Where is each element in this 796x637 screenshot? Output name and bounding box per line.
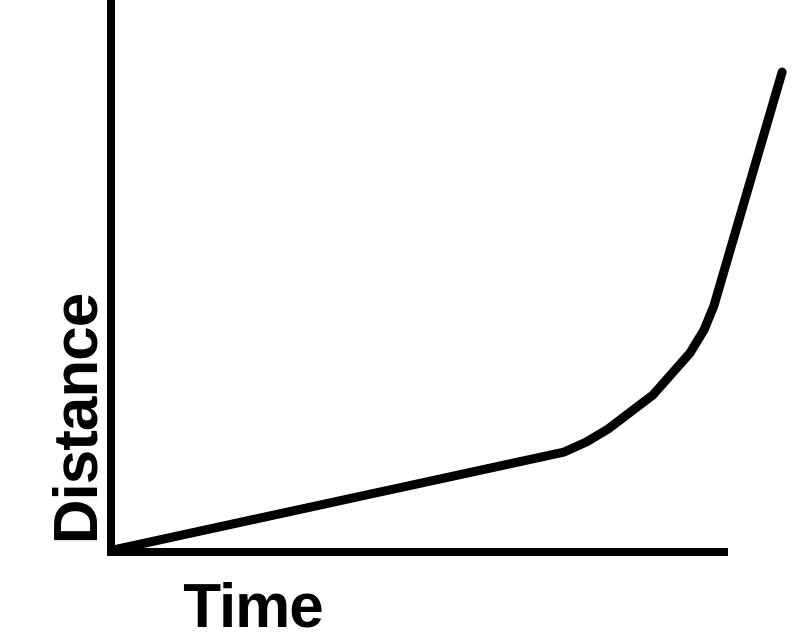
distance-curve [108, 67, 787, 555]
y-axis-label: Distance [42, 293, 111, 545]
x-axis-label: Time [183, 572, 324, 637]
